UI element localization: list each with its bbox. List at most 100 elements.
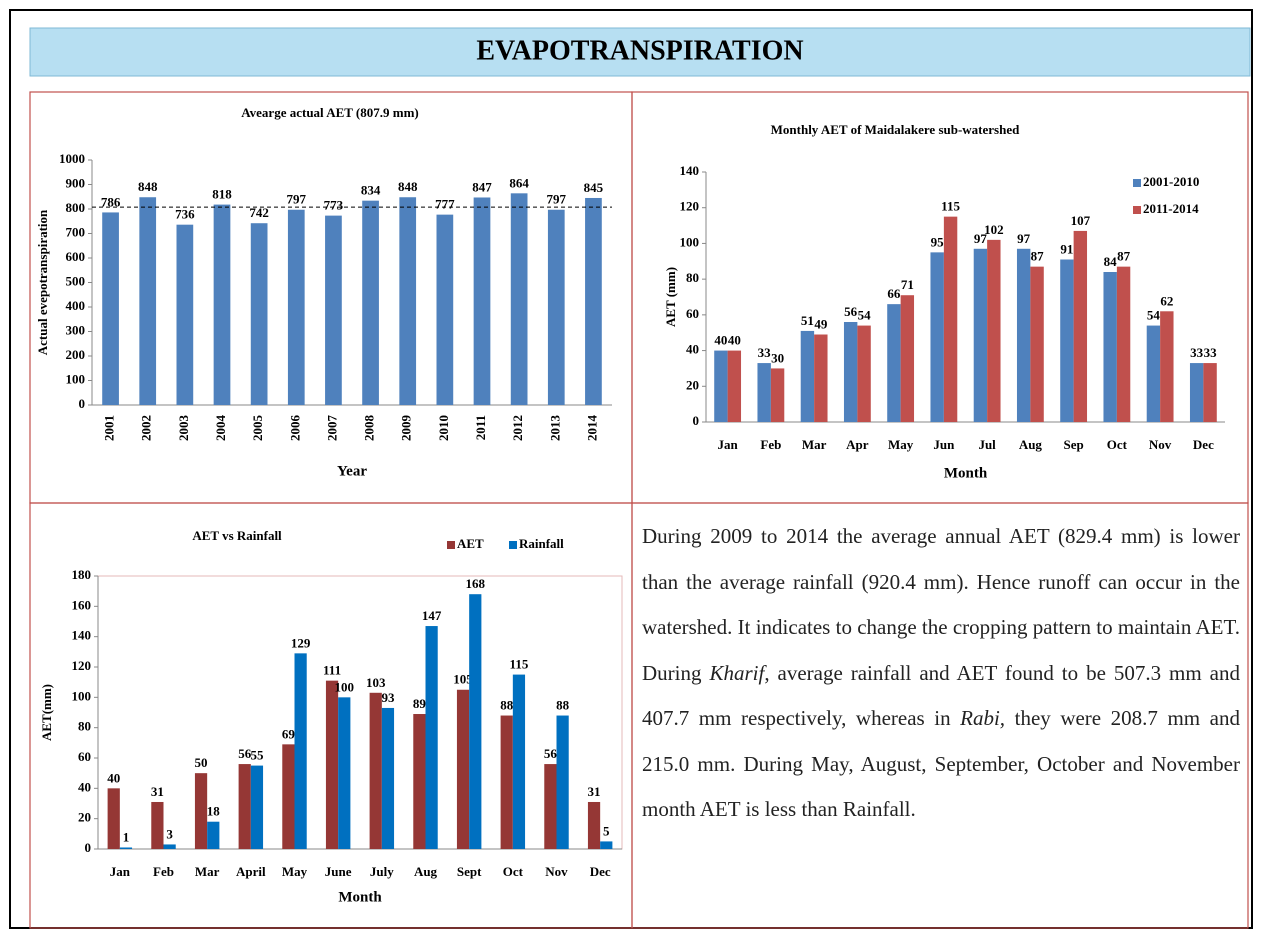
x-tick-label: 2007 [324, 415, 339, 442]
data-label: 100 [335, 679, 355, 694]
data-label: 54 [858, 308, 872, 323]
data-label: 864 [509, 175, 529, 190]
x-tick-label: Mar [802, 437, 827, 452]
data-label: 56 [844, 304, 858, 319]
x-tick-label: 2003 [176, 415, 191, 442]
bar [714, 350, 728, 422]
x-tick-label: Dec [1193, 437, 1214, 452]
bar [287, 209, 305, 405]
bar [587, 801, 601, 849]
x-tick-label: Nov [545, 864, 568, 879]
y-tick-label: 40 [686, 342, 699, 357]
x-tick-label: Mar [195, 864, 220, 879]
y-tick-label: 100 [72, 688, 92, 703]
x-tick-label: Jan [718, 437, 739, 452]
bar [1060, 259, 1074, 422]
bar [1116, 266, 1131, 422]
y-tick-label: 800 [66, 200, 86, 215]
paragraph: During 2009 to 2014 the average annual A… [642, 514, 1240, 833]
data-label: 31 [588, 784, 601, 799]
y-tick-label: 140 [72, 628, 92, 643]
data-label: 87 [1117, 249, 1131, 264]
bar [250, 765, 264, 849]
data-label: 834 [361, 183, 381, 198]
chart-title: AET vs Rainfall [192, 528, 282, 543]
legend-swatch [447, 541, 455, 549]
bar [282, 744, 295, 849]
x-axis-label: Year [337, 463, 367, 479]
bar [151, 801, 164, 849]
bar [987, 239, 1001, 422]
y-tick-label: 0 [85, 840, 92, 855]
data-label: 56 [544, 746, 558, 761]
bar [362, 200, 379, 405]
y-tick-label: 160 [72, 597, 92, 612]
y-tick-label: 0 [79, 396, 86, 411]
data-label: 168 [466, 576, 486, 591]
data-label: 89 [413, 696, 427, 711]
y-tick-label: 600 [66, 249, 86, 264]
legend-swatch [1133, 206, 1141, 214]
data-label: 18 [207, 804, 221, 819]
y-tick-label: 300 [66, 322, 86, 337]
bar [547, 209, 565, 405]
bar [250, 223, 268, 405]
bar [325, 215, 342, 405]
y-tick-label: 120 [680, 199, 700, 214]
data-label: 50 [195, 755, 208, 770]
data-label: 777 [435, 197, 455, 212]
data-label: 69 [282, 726, 296, 741]
x-tick-label: Sept [457, 864, 482, 879]
data-label: 97 [974, 231, 988, 246]
data-label: 1 [123, 829, 130, 844]
data-label: 107 [1071, 213, 1091, 228]
bar [469, 594, 482, 849]
x-tick-label: 2013 [547, 415, 562, 442]
slide-title: EVAPOTRANSPIRATION [476, 35, 803, 66]
x-tick-label: Oct [1107, 437, 1128, 452]
bar [973, 248, 988, 422]
data-label: 88 [556, 698, 570, 713]
y-tick-label: 700 [66, 224, 86, 239]
x-tick-label: Aug [414, 864, 438, 879]
bar [338, 697, 351, 849]
x-tick-label: 2001 [102, 415, 117, 441]
panel-borders [29, 91, 1249, 929]
bar [727, 350, 742, 422]
data-label: 111 [323, 663, 341, 678]
bar [1030, 266, 1044, 422]
bar [500, 715, 513, 849]
x-tick-label: Jun [933, 437, 955, 452]
data-label: 33 [1204, 345, 1218, 360]
chart-title: Monthly AET of Maidalakere sub-watershed [771, 122, 1020, 137]
bar [436, 214, 454, 405]
y-tick-label: 100 [680, 234, 700, 249]
text: During 2009 to 2014 the average annual A… [642, 524, 1240, 685]
bar [600, 841, 613, 849]
data-label: 736 [175, 207, 195, 222]
x-tick-label: Dec [590, 864, 611, 879]
bar [943, 216, 958, 422]
y-tick-label: 40 [78, 779, 91, 794]
data-label: 55 [250, 748, 264, 763]
bar [1073, 230, 1088, 422]
data-label: 797 [287, 192, 307, 207]
bar [1103, 272, 1117, 422]
bar [107, 788, 120, 849]
data-label: 56 [238, 746, 252, 761]
title-bar [29, 27, 1251, 77]
data-label: 847 [472, 179, 492, 194]
bar [843, 322, 858, 422]
bar [413, 714, 426, 849]
x-axis-label: Month [338, 889, 382, 905]
data-label: 5 [603, 823, 610, 838]
data-label: 84 [1104, 254, 1118, 269]
y-tick-label: 0 [693, 413, 700, 428]
x-tick-label: Jul [978, 437, 996, 452]
bar [512, 674, 526, 849]
data-label: 51 [801, 313, 814, 328]
data-label: 848 [398, 179, 418, 194]
data-label: 115 [510, 657, 529, 672]
bar [399, 197, 417, 405]
bar [369, 692, 382, 849]
